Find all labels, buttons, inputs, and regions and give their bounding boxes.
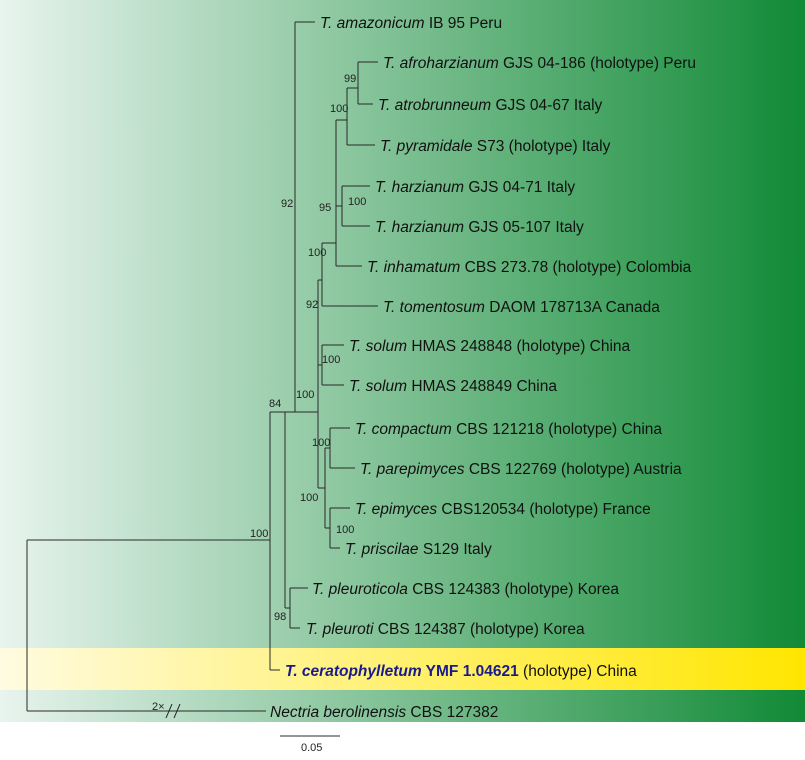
support-value: 98 [274,611,286,623]
support-value: 100 [322,354,340,366]
scale-bar-label: 0.05 [301,742,322,754]
taxon-label: T. parepimyces CBS 122769 (holotype) Aus… [360,461,682,478]
support-value: 100 [330,103,348,115]
taxon-label: T. atrobrunneum GJS 04-67 Italy [378,97,603,114]
tree-branches [26,21,378,712]
taxon-label-highlighted: T. ceratophylletum YMF 1.04621 (holotype… [285,663,637,680]
taxon-label: T. priscilae S129 Italy [345,541,492,558]
taxon-label: T. inhamatum CBS 273.78 (holotype) Colom… [367,259,692,276]
taxon-label: T. compactum CBS 121218 (holotype) China [355,421,662,438]
taxon-label: T. tomentosum DAOM 178713A Canada [383,299,660,316]
branch-break-label: 2× [152,701,165,713]
support-value: 95 [319,202,331,214]
taxon-label: T. solum HMAS 248848 (holotype) China [349,338,631,355]
support-value: 84 [269,398,281,410]
taxon-label: T. amazonicum IB 95 Peru [320,15,502,32]
taxon-label: T. solum HMAS 248849 China [349,378,557,395]
taxon-label: T. afroharzianum GJS 04-186 (holotype) P… [383,55,696,72]
background-gradient [0,0,805,722]
taxon-label: T. epimyces CBS120534 (holotype) France [355,501,651,518]
taxon-label: T. harzianum GJS 04-71 Italy [375,179,575,196]
taxon-labels: T. amazonicum IB 95 Peru T. afroharzianu… [270,15,696,721]
support-value: 100 [250,528,268,540]
taxon-label: T. pleuroticola CBS 124383 (holotype) Ko… [312,581,619,598]
highlight-band [0,648,805,690]
support-value: 100 [296,389,314,401]
support-value: 92 [281,198,293,210]
support-value: 99 [344,73,356,85]
taxon-label: T. pleuroti CBS 124387 (holotype) Korea [306,621,585,638]
support-value: 100 [348,196,366,208]
support-value: 100 [312,437,330,449]
support-values: 99 100 100 95 100 92 100 100 100 100 100… [152,73,366,713]
support-value: 100 [308,247,326,259]
support-value: 100 [336,524,354,536]
support-value: 92 [306,299,318,311]
branch-break-marks [165,703,181,719]
taxon-label: Nectria berolinensis CBS 127382 [270,704,498,721]
support-value: 100 [300,492,318,504]
taxon-label: T. pyramidale S73 (holotype) Italy [380,138,611,155]
taxon-label: T. harzianum GJS 05-107 Italy [375,219,584,236]
